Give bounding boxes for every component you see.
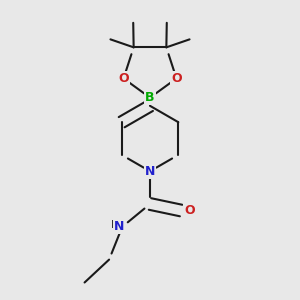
Text: O: O <box>118 72 129 85</box>
Text: N: N <box>145 165 155 178</box>
Text: O: O <box>184 204 195 217</box>
Text: O: O <box>171 72 182 85</box>
Text: B: B <box>145 91 155 104</box>
Text: N: N <box>113 220 124 233</box>
Text: H: H <box>110 220 119 230</box>
